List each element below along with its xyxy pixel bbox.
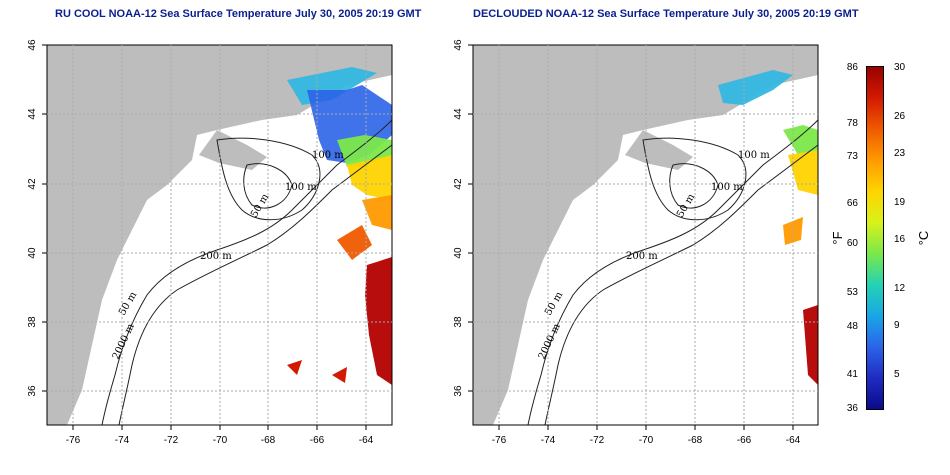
- x-tick-label: -76: [492, 435, 507, 446]
- celsius-tick-label: 16: [894, 234, 906, 245]
- fahrenheit-tick-label: 41: [847, 369, 859, 380]
- celsius-unit-label: °C: [916, 231, 931, 246]
- celsius-tick-label: 9: [894, 320, 900, 331]
- temperature-colorbar: [866, 66, 884, 410]
- fahrenheit-tick-label: 60: [847, 238, 859, 249]
- x-tick-label: -70: [639, 435, 654, 446]
- left-map-title: RU COOL NOAA-12 Sea Surface Temperature …: [55, 8, 422, 20]
- fahrenheit-tick-label: 73: [847, 151, 859, 162]
- x-tick-label: -74: [115, 435, 130, 446]
- y-tick-label: 44: [453, 108, 464, 120]
- fahrenheit-tick-label: 53: [847, 287, 859, 298]
- y-tick-label: 38: [453, 316, 464, 328]
- y-tick-label: 42: [453, 178, 464, 190]
- x-tick-label: -72: [164, 435, 179, 446]
- right-x-ticks: [498, 425, 794, 430]
- fahrenheit-tick-label: 48: [847, 321, 859, 332]
- y-tick-label: 46: [453, 39, 464, 51]
- x-tick-label: -68: [261, 435, 276, 446]
- x-tick-label: -70: [213, 435, 228, 446]
- celsius-tick-label: 5: [894, 369, 900, 380]
- left-x-ticks: [72, 425, 367, 430]
- right-map-title: DECLOUDED NOAA-12 Sea Surface Temperatur…: [473, 8, 859, 20]
- celsius-tick-label: 23: [894, 148, 906, 159]
- y-tick-label: 36: [453, 385, 464, 397]
- celsius-tick-label: 12: [894, 283, 906, 294]
- y-tick-label: 40: [27, 247, 38, 259]
- fahrenheit-tick-label: 66: [847, 198, 859, 209]
- y-tick-label: 44: [27, 108, 38, 120]
- x-tick-label: -66: [310, 435, 325, 446]
- fahrenheit-tick-label: 86: [847, 62, 859, 73]
- left-sst-map: [47, 45, 392, 425]
- x-tick-label: -66: [737, 435, 752, 446]
- x-tick-label: -72: [590, 435, 605, 446]
- right-sst-map: [473, 45, 818, 425]
- x-tick-label: -68: [688, 435, 703, 446]
- x-tick-label: -64: [786, 435, 801, 446]
- y-tick-label: 36: [27, 385, 38, 397]
- celsius-tick-label: 30: [894, 62, 906, 73]
- y-tick-label: 46: [27, 39, 38, 51]
- x-tick-label: -64: [359, 435, 374, 446]
- fahrenheit-unit-label: °F: [830, 231, 845, 244]
- fahrenheit-tick-label: 36: [847, 403, 859, 414]
- y-tick-label: 40: [453, 247, 464, 259]
- x-tick-label: -76: [66, 435, 81, 446]
- x-tick-label: -74: [541, 435, 556, 446]
- y-tick-label: 42: [27, 178, 38, 190]
- celsius-tick-label: 19: [894, 197, 906, 208]
- celsius-tick-label: 26: [894, 111, 906, 122]
- fahrenheit-tick-label: 78: [847, 118, 859, 129]
- y-tick-label: 38: [27, 316, 38, 328]
